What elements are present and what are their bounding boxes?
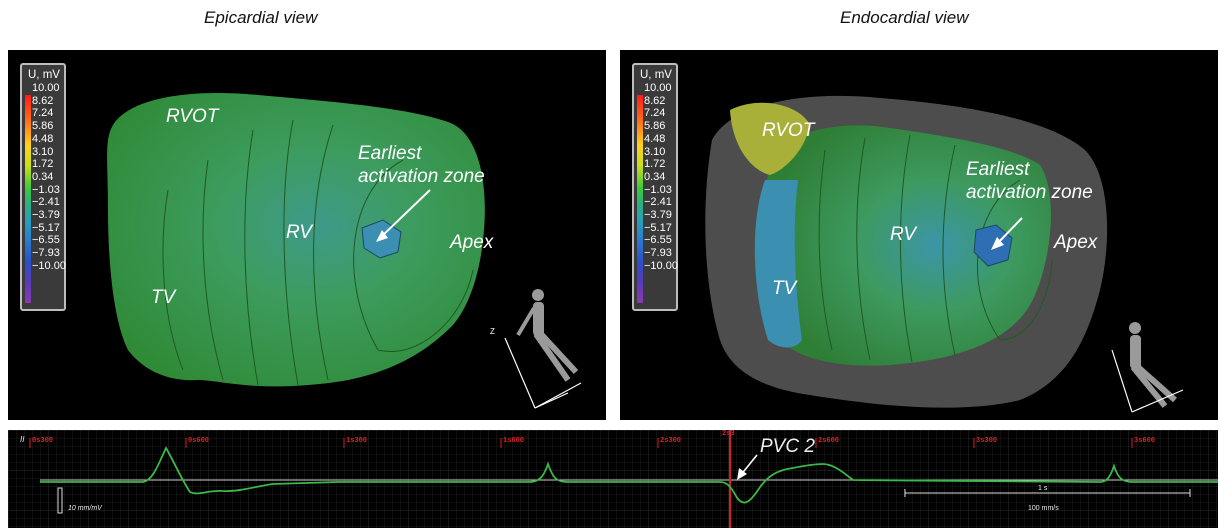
legend-tick: 4.48 — [644, 132, 666, 145]
epicardial-map-viewport[interactable]: Z U, mV 10.00 8.62 7.24 5.86 4.48 3.10 1… — [8, 50, 606, 420]
legend-tick: −7.93 — [644, 247, 672, 260]
rv-label: RV — [286, 222, 313, 243]
legend-tick: 10.00 — [32, 82, 60, 94]
endocardial-view-title: Endocardial view — [840, 8, 969, 27]
legend-tick: 3.10 — [32, 145, 54, 158]
paper-speed-label: 100 mm/s — [1028, 505, 1059, 512]
legend-tick: −1.03 — [32, 183, 60, 196]
tv-label: TV — [772, 278, 797, 299]
epicardial-view-title: Epicardial view — [204, 8, 318, 27]
legend-tick: 1.72 — [644, 158, 666, 171]
legend-tick: −2.41 — [32, 196, 60, 209]
earliest-line-2: activation zone — [966, 182, 1093, 203]
time-label: 3s300 — [976, 437, 998, 445]
legend-tick: −10.00 — [644, 259, 678, 272]
earliest-line-1: Earliest — [966, 159, 1030, 180]
legend-color-bar — [25, 95, 31, 303]
rvot-label: RVOT — [166, 106, 219, 127]
time-label: 2s600 — [818, 437, 840, 445]
rv-label: RV — [890, 224, 917, 245]
voltage-color-legend: U, mV 10.00 8.62 7.24 5.86 4.48 3.10 1.7… — [632, 63, 678, 311]
ecg-lead-label: II — [20, 435, 25, 444]
time-label: 3s600 — [1134, 437, 1156, 445]
legend-tick: 8.62 — [32, 94, 54, 107]
time-label: 2s300 — [660, 437, 682, 445]
tv-label: TV — [151, 287, 176, 308]
legend-tick: −2.41 — [644, 196, 672, 209]
legend-tick: −5.17 — [644, 221, 672, 234]
time-label: 0s600 — [188, 437, 210, 445]
legend-tick: 7.24 — [644, 107, 666, 120]
legend-tick: 0.34 — [32, 170, 54, 183]
legend-tick: −5.17 — [32, 221, 60, 234]
earliest-activation-label: Earliest activation zone — [966, 158, 1093, 204]
legend-tick: 1.72 — [32, 158, 54, 171]
legend-tick: 7.24 — [32, 107, 54, 120]
voltage-color-legend: U, mV 10.00 8.62 7.24 5.86 4.48 3.10 1.7… — [20, 63, 66, 311]
ecg-grid-and-trace — [8, 430, 1218, 528]
legend-tick: −3.79 — [32, 209, 60, 222]
legend-tick: 5.86 — [32, 120, 54, 133]
ecg-trace — [40, 446, 1218, 504]
time-label: 1s300 — [346, 437, 368, 445]
legend-tick: 0.34 — [644, 170, 666, 183]
epicardial-heart-surface: Z — [107, 93, 582, 409]
amplitude-scale-label: 10 mm/mV — [68, 505, 102, 512]
time-label: 0s300 — [32, 437, 54, 445]
pvc-annotation: PVC 2 — [760, 436, 815, 457]
earliest-activation-label: Earliest activation zone — [358, 142, 485, 188]
svg-text:Z: Z — [490, 327, 495, 336]
legend-tick: −3.79 — [644, 209, 672, 222]
earliest-line-2: activation zone — [358, 166, 485, 187]
time-scale-label: 1 s — [1038, 485, 1048, 492]
legend-tick: −6.55 — [32, 234, 60, 247]
apex-label: Apex — [450, 232, 494, 253]
legend-tick: −6.55 — [644, 234, 672, 247]
legend-title: U, mV — [28, 69, 60, 81]
cursor-time-label: 2s3 — [722, 430, 735, 438]
legend-tick: 8.62 — [644, 94, 666, 107]
legend-tick: −1.03 — [644, 183, 672, 196]
legend-tick: 3.10 — [644, 145, 666, 158]
endocardial-map-viewport[interactable]: U, mV 10.00 8.62 7.24 5.86 4.48 3.10 1.7… — [620, 50, 1218, 420]
endocardial-heart-surface — [705, 95, 1184, 413]
apex-label: Apex — [1054, 232, 1098, 253]
earliest-line-1: Earliest — [358, 143, 422, 164]
ecg-strip[interactable]: II 0s300 0s600 1s300 1s600 2s300 2s600 3… — [8, 430, 1218, 528]
legend-title: U, mV — [640, 69, 672, 81]
legend-tick: 4.48 — [32, 132, 54, 145]
legend-tick: −7.93 — [32, 247, 60, 260]
legend-tick: 5.86 — [644, 120, 666, 133]
legend-color-bar — [637, 95, 643, 303]
legend-tick: 10.00 — [644, 82, 672, 94]
rvot-label: RVOT — [762, 120, 815, 141]
time-label: 1s600 — [503, 437, 525, 445]
legend-tick: −10.00 — [32, 259, 66, 272]
